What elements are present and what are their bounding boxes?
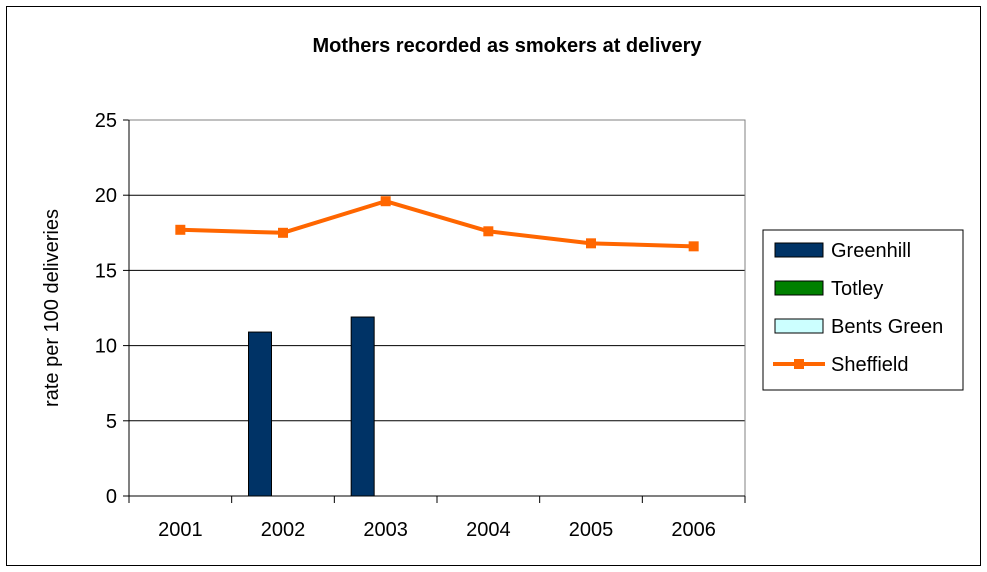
line-sheffield xyxy=(180,201,693,246)
point-sheffield xyxy=(483,226,493,236)
y-tick-label: 0 xyxy=(106,486,117,508)
legend: Greenhill Totley Bents Green Sheffield xyxy=(763,230,963,390)
x-tick-label: 2004 xyxy=(466,519,511,541)
legend-swatch xyxy=(775,319,823,333)
y-tick-label: 25 xyxy=(95,110,117,132)
bar-greenhill xyxy=(351,317,374,496)
x-tick-label: 2003 xyxy=(363,519,408,541)
legend-label: Greenhill xyxy=(831,240,911,262)
x-tick-label: 2005 xyxy=(569,519,614,541)
y-axis-label: rate per 100 deliveries xyxy=(41,209,63,407)
point-sheffield xyxy=(175,225,185,235)
point-sheffield xyxy=(689,241,699,251)
legend-marker xyxy=(794,359,804,369)
plot-area: 0 5 10 15 20 25 2001 2002 2003 2004 2005 2006 xyxy=(95,110,745,541)
point-sheffield xyxy=(278,228,288,238)
legend-label: Bents Green xyxy=(831,316,943,338)
y-tick-label: 15 xyxy=(95,260,117,282)
legend-swatch xyxy=(775,243,823,257)
y-tick-label: 20 xyxy=(95,185,117,207)
chart-title: Mothers recorded as smokers at delivery xyxy=(312,35,702,57)
point-sheffield xyxy=(381,196,391,206)
legend-label: Sheffield xyxy=(831,354,908,376)
point-sheffield xyxy=(586,238,596,248)
legend-label: Totley xyxy=(831,278,883,300)
x-tick-label: 2001 xyxy=(158,519,203,541)
bar-greenhill xyxy=(249,332,272,496)
x-tick-label: 2002 xyxy=(261,519,306,541)
x-tick-label: 2006 xyxy=(671,519,716,541)
y-tick-label: 5 xyxy=(106,411,117,433)
legend-swatch xyxy=(775,281,823,295)
plot-border xyxy=(129,120,745,496)
y-tick-label: 10 xyxy=(95,336,117,358)
